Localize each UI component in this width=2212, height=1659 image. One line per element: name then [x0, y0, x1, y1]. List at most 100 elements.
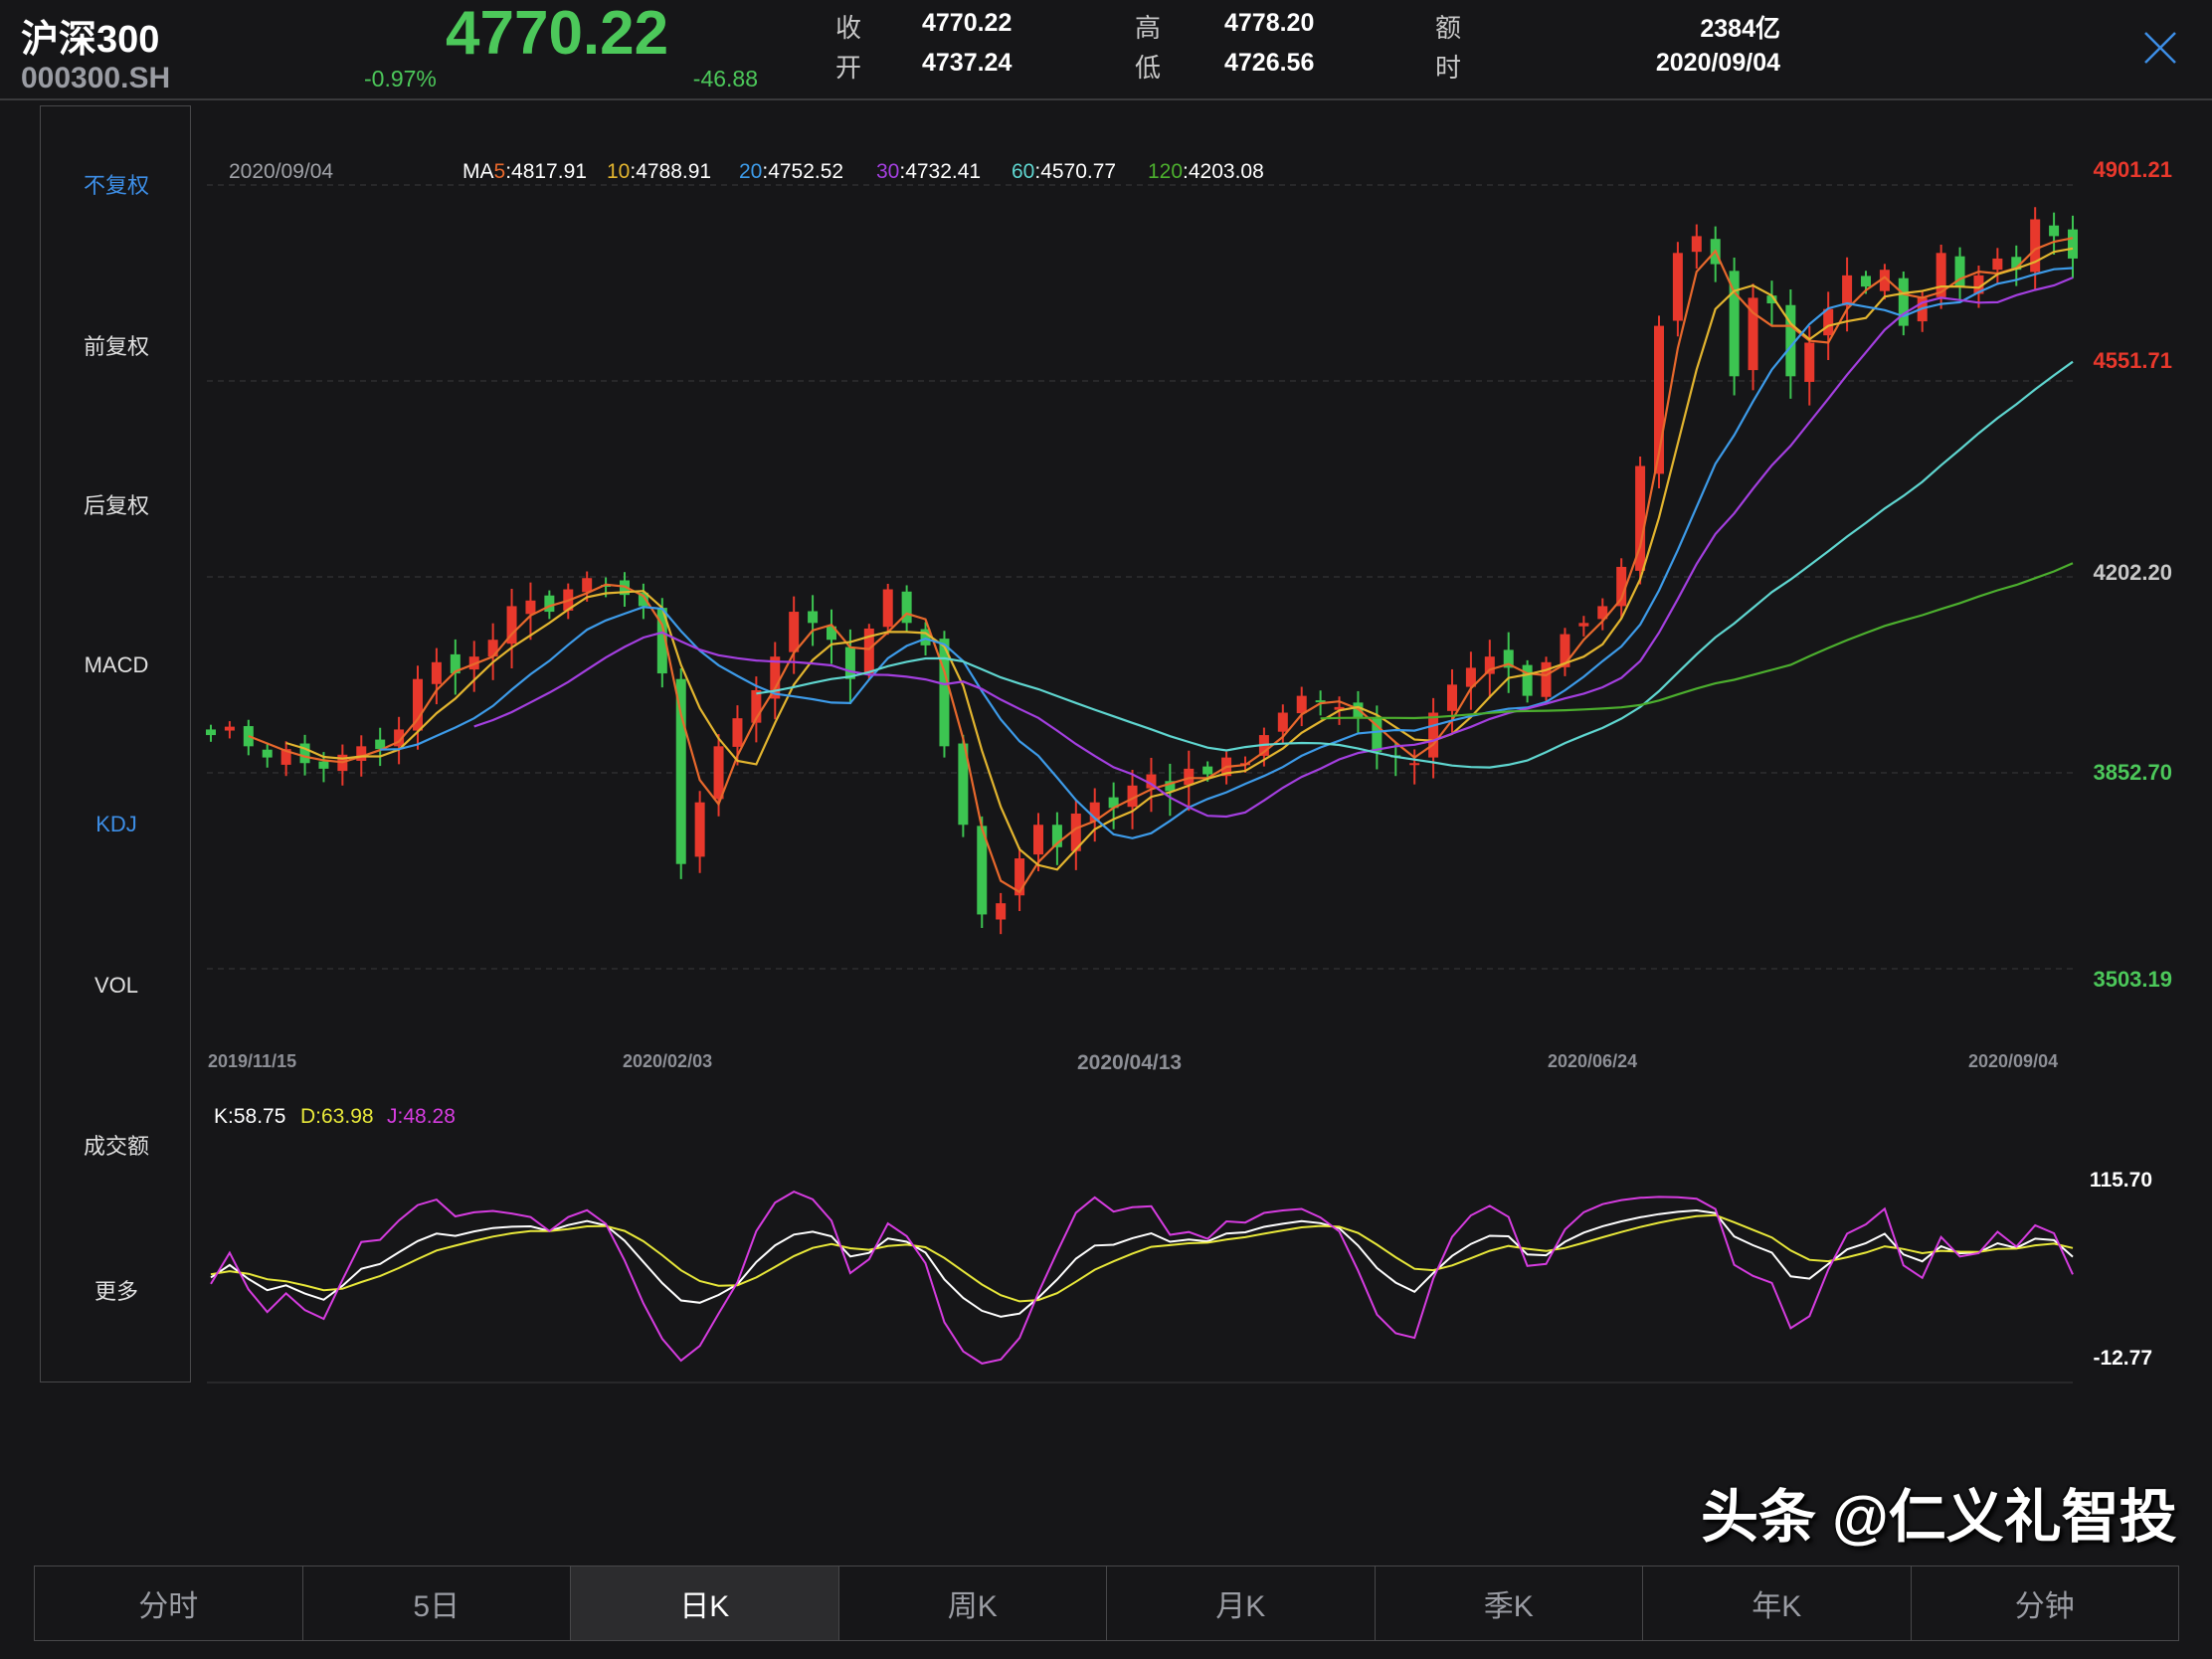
candle-body — [1484, 656, 1495, 674]
candle-body — [1353, 702, 1364, 719]
kdj-legend-d: D:63.98 — [300, 1105, 374, 1128]
sidebar-item-macd[interactable]: MACD — [84, 652, 149, 677]
candle-body — [751, 689, 762, 723]
candle-body — [1033, 825, 1043, 855]
candle-body — [299, 743, 310, 764]
candle-body — [1936, 253, 1946, 297]
candle-body — [1070, 813, 1081, 851]
stat-value-high: 4778.20 — [1224, 9, 1315, 37]
tab-yearly[interactable]: 年K — [1643, 1567, 1912, 1640]
candle-body — [1616, 566, 1627, 607]
candle-body — [1296, 695, 1307, 714]
date-tick: 2020/09/04 — [1968, 1051, 2059, 1071]
candle-body — [1954, 256, 1965, 287]
candle-body — [732, 718, 743, 747]
candle-body — [1165, 781, 1176, 792]
kdj-tick: -12.77 — [2093, 1347, 2152, 1370]
date-tick: 2020/06/24 — [1548, 1051, 1638, 1071]
kdj-k-line — [210, 1208, 2074, 1318]
candle-body — [1522, 664, 1533, 696]
stat-value-time: 2020/09/04 — [1655, 49, 1780, 77]
tab-quarterly[interactable]: 季K — [1376, 1567, 1643, 1640]
candle-body — [958, 743, 969, 826]
candle-body — [1277, 712, 1288, 732]
kdj-legend-j: J:48.28 — [387, 1105, 456, 1128]
candle-body — [2068, 229, 2078, 259]
candle-body — [1635, 465, 1646, 571]
candle-body — [450, 653, 461, 674]
candle-body — [901, 591, 912, 624]
legend-ma-prefix: MA — [462, 160, 494, 183]
candle-body — [1089, 802, 1100, 822]
sidebar-item-kdj[interactable]: KDJ — [95, 812, 137, 836]
kdj-d-line — [210, 1213, 2074, 1303]
candle-body — [770, 656, 781, 699]
candle-body — [1654, 325, 1664, 474]
close-button[interactable] — [2142, 30, 2178, 66]
legend-ma-value: :4752.52 — [762, 160, 844, 183]
index-name: 沪深300 — [21, 19, 160, 61]
legend-ma-20: 20:4752.52 — [739, 160, 843, 184]
candle-body — [262, 749, 273, 758]
sidebar-item-vol[interactable]: VOL — [93, 973, 139, 998]
tab-minute[interactable]: 分钟 — [2014, 1590, 2075, 1623]
candle-body — [882, 589, 893, 628]
candle-body — [713, 746, 724, 800]
tab-weekly[interactable]: 周K — [839, 1567, 1107, 1640]
ma20-line — [380, 267, 2074, 839]
legend-ma-period: 20 — [739, 160, 763, 183]
candle-body — [1127, 785, 1138, 808]
candle-body — [1842, 275, 1853, 306]
stat-label-time: 时 — [1435, 53, 1462, 83]
legend-ma-period: 120 — [1148, 160, 1184, 183]
candle-body — [525, 600, 536, 615]
candle-body — [1051, 825, 1062, 847]
legend-ma-value: :4788.91 — [630, 160, 712, 183]
legend-ma-value: :4732.41 — [899, 160, 982, 183]
sidebar-item-backward-adjust[interactable]: 后复权 — [83, 493, 149, 518]
candle-body — [1748, 297, 1758, 371]
legend-ma-value: :4203.08 — [1183, 160, 1264, 183]
candle-body — [1597, 606, 1608, 620]
stat-value-amount: 2384亿 — [1700, 15, 1780, 43]
candle-body — [356, 746, 367, 761]
tab-5day[interactable]: 5日 — [303, 1567, 571, 1640]
tab-intraday[interactable]: 分时 — [35, 1567, 303, 1640]
candle-body — [694, 802, 705, 857]
sidebar-item-no-adjust[interactable]: 不复权 — [83, 173, 149, 198]
ma10-line — [285, 247, 2074, 871]
sidebar-item-forward-adjust[interactable]: 前复权 — [83, 334, 149, 359]
date-tick: 2019/11/15 — [208, 1051, 297, 1071]
stat-value-open: 4737.24 — [922, 49, 1013, 77]
candle-body — [1879, 270, 1890, 291]
candle-body — [827, 626, 836, 641]
legend-ma-value: :4570.77 — [1034, 160, 1117, 183]
kdj-j-line — [210, 1190, 2074, 1365]
ma120-line — [1320, 562, 2074, 720]
sidebar-item-turnover[interactable]: 成交额 — [83, 1134, 149, 1159]
kdj-tick: 115.70 — [2089, 1169, 2152, 1192]
candle-body — [544, 595, 555, 613]
stat-label-low: 低 — [1135, 53, 1162, 83]
candle-body — [1560, 634, 1570, 667]
legend-ma-value: :4817.91 — [505, 160, 587, 183]
sidebar: 不复权 前复权 后复权 MACD KDJ VOL 成交额 更多 — [40, 105, 191, 1382]
candle-body — [1973, 275, 1984, 294]
candle-body — [1465, 667, 1476, 687]
candle-body — [996, 903, 1007, 920]
date-tick: 2020/04/13 — [1077, 1051, 1183, 1074]
legend-ma-60: 60:4570.77 — [1012, 160, 1116, 184]
header-divider — [0, 98, 2212, 100]
candle-body — [863, 628, 874, 674]
candle-body — [675, 678, 686, 864]
tab-daily[interactable]: 日K — [571, 1567, 839, 1640]
candle-body — [1146, 774, 1157, 789]
candle-body — [638, 592, 648, 607]
candle-body — [224, 726, 235, 731]
tab-monthly[interactable]: 月K — [1107, 1567, 1376, 1640]
candle-body — [656, 608, 667, 674]
sidebar-item-more[interactable]: 更多 — [93, 1279, 138, 1304]
candle-body — [1823, 308, 1834, 336]
candle-body — [977, 826, 988, 915]
